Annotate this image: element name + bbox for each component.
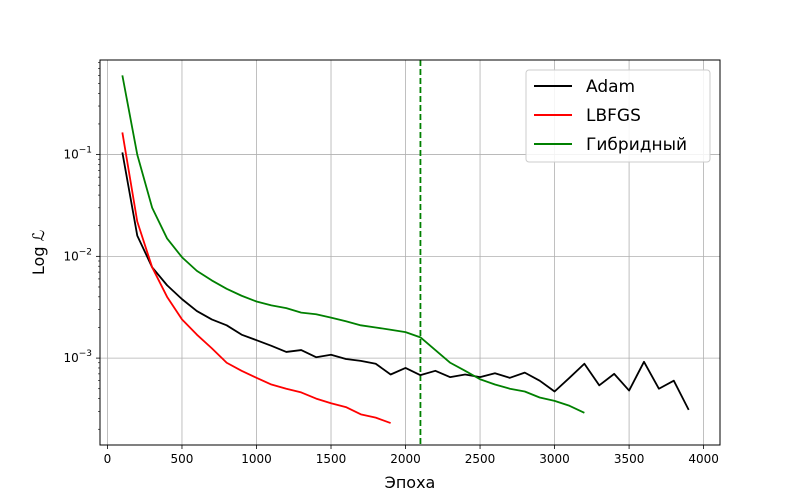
x-tick-label: 500 (171, 452, 194, 466)
y-tick-label: 10−3 (63, 349, 92, 365)
y-tick-label: 10−1 (63, 146, 92, 162)
series-layer (121, 75, 690, 424)
x-tick-label: 1500 (316, 452, 347, 466)
x-tick-label: 0 (104, 452, 112, 466)
legend-label-1: LBFGS (586, 106, 641, 126)
y-axis-label: Log ℒ (29, 230, 48, 275)
x-tick-label: 2000 (390, 452, 421, 466)
x-tick-label: 1000 (241, 452, 272, 466)
y-axis-ticks: 10−3 10−2 10−1 (63, 62, 100, 430)
x-tick-label: 3500 (614, 452, 645, 466)
legend-label-0: Adam (586, 77, 635, 97)
x-tick-label: 4000 (688, 452, 719, 466)
legend-box (525, 69, 711, 163)
x-axis-ticks: 0 500 1000 1500 2000 2500 3000 3500 4000 (104, 445, 719, 466)
x-tick-label: 3000 (539, 452, 570, 466)
series-line-0 (121, 152, 690, 411)
grid (100, 60, 720, 445)
legend: Adam LBFGS Гибридный (525, 69, 711, 163)
x-tick-label: 2500 (465, 452, 496, 466)
legend-label-2: Гибридный (586, 135, 687, 155)
series-line-2 (121, 75, 585, 414)
series-line-1 (121, 132, 391, 424)
y-tick-label: 10−2 (63, 247, 92, 263)
plot-area-frame (99, 59, 721, 446)
x-axis-label: Эпоха (385, 473, 436, 492)
